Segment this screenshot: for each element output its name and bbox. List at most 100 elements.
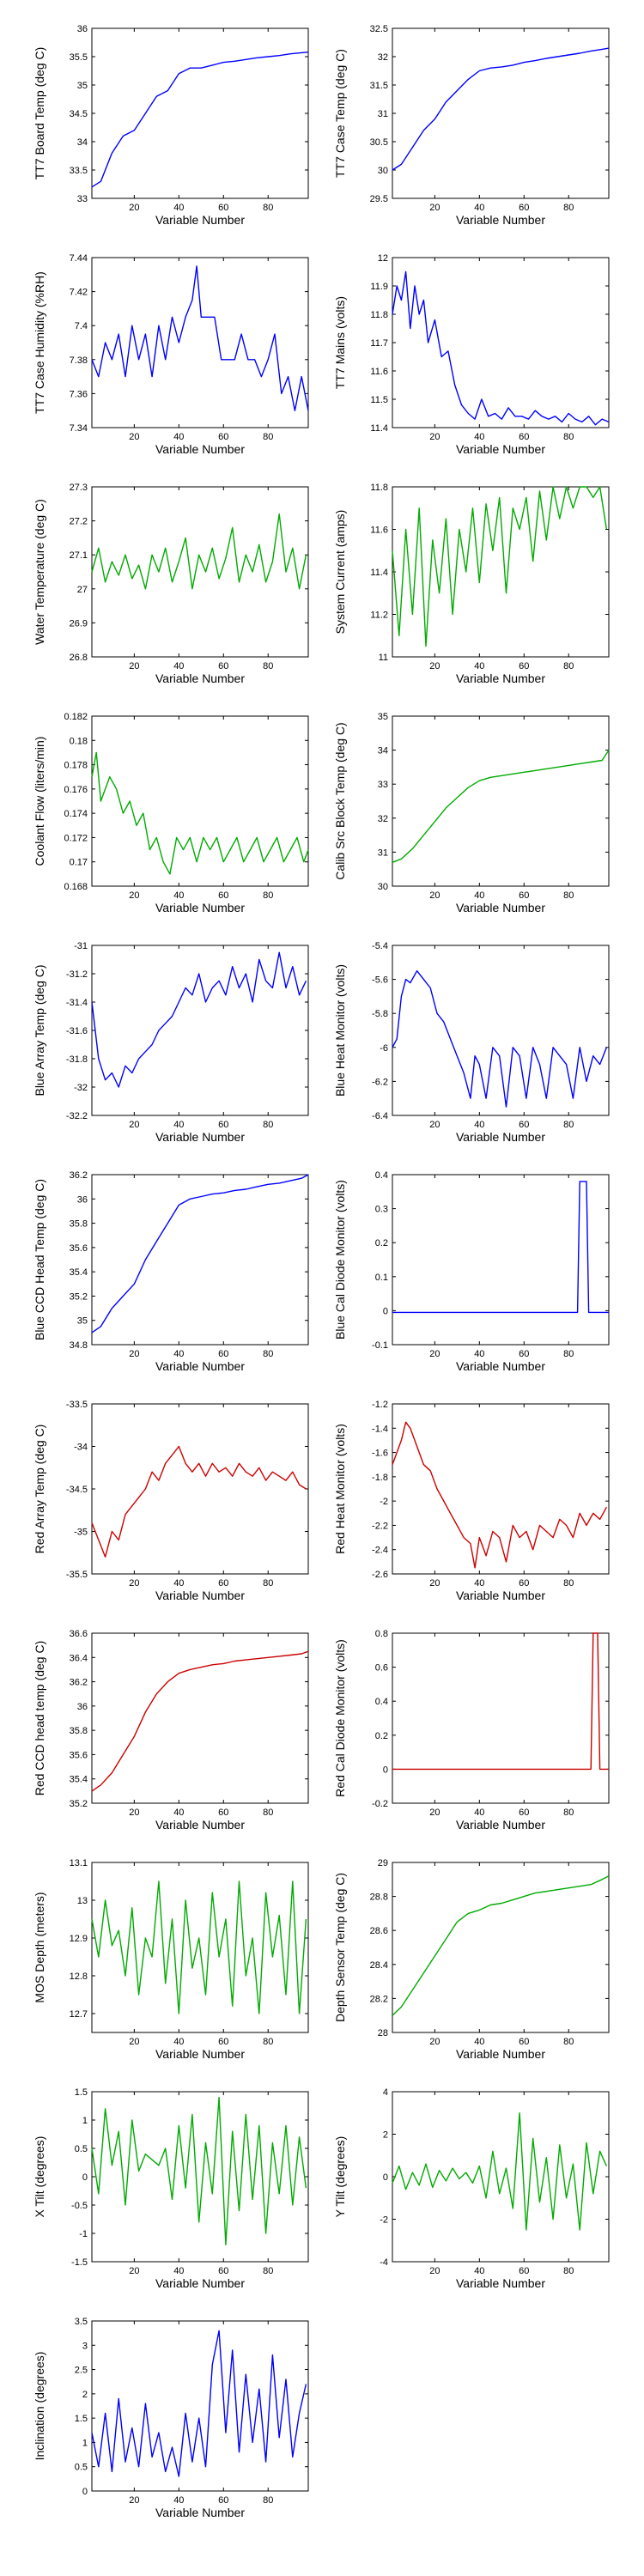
series-line bbox=[91, 1445, 307, 1558]
y-tick-label: -1.2 bbox=[372, 1400, 388, 1410]
x-tick-label: 20 bbox=[129, 1349, 139, 1359]
series-line bbox=[91, 751, 309, 875]
chart-panel-2: 20 40 60 80 29.5 30 30.5 31 31.5 32 32.5 Variable N… bbox=[333, 24, 610, 227]
y-tick-label: 1 bbox=[82, 2116, 88, 2126]
x-tick-label: 80 bbox=[263, 661, 273, 671]
x-tick-label: 40 bbox=[173, 2037, 184, 2047]
x-tick-label: 20 bbox=[429, 1807, 440, 1818]
y-tick-label: -5.6 bbox=[372, 975, 388, 986]
x-tick-label: 80 bbox=[563, 661, 574, 671]
chart-panel-5: 20 40 60 80 26.8 26.9 27 27.1 27.2 27.3 Variable N… bbox=[33, 483, 309, 685]
plot-frame bbox=[91, 715, 309, 887]
x-tick-label: 40 bbox=[474, 432, 484, 442]
y-tick-label: 36.2 bbox=[70, 1678, 88, 1688]
y-tick-label: 33.5 bbox=[70, 166, 88, 176]
y-tick-label: -1.4 bbox=[372, 1424, 388, 1434]
y-axis-label: Red Cal Diode Monitor (volts) bbox=[333, 1639, 347, 1797]
x-tick-label: 40 bbox=[474, 1349, 484, 1359]
y-tick-label: 13.1 bbox=[70, 1858, 88, 1868]
y-tick-label: 11.8 bbox=[370, 483, 388, 493]
y-axis-label: TT7 Mains (volts) bbox=[333, 296, 347, 389]
plot-frame bbox=[91, 1632, 309, 1804]
y-tick-label: 0.2 bbox=[375, 1731, 388, 1741]
x-tick-label: 40 bbox=[474, 203, 484, 213]
y-tick-label: 7.36 bbox=[70, 389, 88, 399]
x-tick-label: 20 bbox=[429, 661, 440, 671]
y-tick-label: 35.4 bbox=[70, 1267, 88, 1278]
chart-panel-12: 20 40 60 80 -0.1 0 0.1 0.2 0.3 0.4 Variable Number… bbox=[333, 1170, 610, 1373]
y-tick-label: 28.2 bbox=[370, 1994, 388, 2004]
series-line bbox=[392, 2112, 608, 2231]
y-tick-label: 32.5 bbox=[370, 24, 388, 34]
y-tick-label: -34 bbox=[74, 1443, 88, 1453]
y-tick-label: 0.172 bbox=[64, 833, 88, 843]
plot-frame bbox=[392, 945, 610, 1116]
series-line bbox=[392, 750, 610, 863]
series-line bbox=[91, 951, 307, 1088]
x-tick-label: 80 bbox=[263, 2266, 273, 2276]
x-axis-label: Variable Number bbox=[456, 1818, 545, 1832]
y-tick-label: 2 bbox=[82, 2390, 88, 2400]
y-tick-label: -31.8 bbox=[66, 1054, 88, 1065]
chart-panel-9: 20 40 60 80 -32.2 -32 -31.8 -31.6 -31.4 -31.2 -31 V… bbox=[33, 941, 309, 1144]
chart-panel-13: 20 40 60 80 -35.5 -35 -34.5 -34 -33.5 Variable Nu… bbox=[33, 1400, 309, 1602]
x-tick-label: 60 bbox=[519, 1807, 529, 1818]
x-tick-label: 80 bbox=[263, 890, 273, 901]
x-tick-label: 60 bbox=[218, 203, 228, 213]
y-tick-label: 34 bbox=[378, 746, 388, 756]
series-line bbox=[91, 1650, 309, 1792]
y-tick-label: 35.2 bbox=[70, 1291, 88, 1302]
x-tick-label: 80 bbox=[563, 1578, 574, 1589]
y-tick-label: 27.1 bbox=[70, 550, 88, 561]
y-tick-label: -5.8 bbox=[372, 1009, 388, 1019]
y-tick-label: -1.5 bbox=[71, 2257, 88, 2268]
x-tick-label: 20 bbox=[129, 2037, 139, 2047]
y-axis-label: Water Temperature (deg C) bbox=[33, 499, 46, 645]
y-tick-label: -2 bbox=[380, 2215, 388, 2226]
y-axis-label: Red Heat Monitor (volts) bbox=[333, 1424, 347, 1554]
y-axis-label: Y Tilt (degrees) bbox=[333, 2136, 347, 2218]
x-tick-label: 80 bbox=[563, 432, 574, 442]
x-tick-label: 40 bbox=[474, 661, 484, 671]
x-tick-label: 60 bbox=[519, 661, 529, 671]
x-tick-label: 60 bbox=[519, 1578, 529, 1589]
x-axis-label: Variable Number bbox=[456, 2276, 545, 2290]
x-axis-label: Variable Number bbox=[456, 213, 545, 227]
chart-panel-7: 20 40 60 80 0.168 0.17 0.172 0.174 0.176 0.178 0.1… bbox=[33, 712, 309, 914]
x-tick-label: 80 bbox=[563, 2266, 574, 2276]
y-tick-label: 31.5 bbox=[370, 81, 388, 91]
series-line bbox=[392, 486, 608, 647]
y-tick-label: 12 bbox=[378, 253, 388, 264]
x-tick-label: 20 bbox=[129, 890, 139, 901]
x-tick-label: 20 bbox=[129, 661, 139, 671]
y-tick-label: 36 bbox=[77, 24, 88, 34]
y-tick-label: 26.9 bbox=[70, 618, 88, 629]
y-tick-label: 36.6 bbox=[70, 1629, 88, 1639]
x-tick-label: 40 bbox=[173, 1120, 184, 1130]
y-tick-label: 0.2 bbox=[375, 1238, 388, 1249]
y-tick-label: 36 bbox=[77, 1702, 88, 1712]
series-line bbox=[392, 1632, 609, 1771]
y-tick-label: 11.5 bbox=[370, 395, 388, 405]
y-tick-label: 0.178 bbox=[64, 761, 88, 771]
plot-frame bbox=[91, 1174, 309, 1346]
y-tick-label: -0.2 bbox=[372, 1799, 388, 1809]
y-tick-label: -1 bbox=[79, 2229, 88, 2239]
y-axis-label: Red CCD head temp (deg C) bbox=[33, 1641, 46, 1796]
y-axis-label: TT7 Case Temp (deg C) bbox=[333, 49, 347, 178]
chart-panel-16: 20 40 60 80 -0.2 0 0.2 0.4 0.6 0.8 Variable Number… bbox=[333, 1629, 610, 1832]
y-tick-label: -2.6 bbox=[372, 1570, 388, 1580]
y-tick-label: 11 bbox=[379, 653, 388, 663]
series-line bbox=[91, 2330, 307, 2477]
x-tick-label: 20 bbox=[129, 2495, 139, 2506]
chart-panel-4: 20 40 60 80 11.4 11.5 11.6 11.7 11.8 11.9 12 Variab… bbox=[333, 253, 610, 456]
x-tick-label: 40 bbox=[474, 890, 484, 901]
plot-frame bbox=[392, 257, 610, 428]
plot-frame bbox=[392, 1862, 610, 2033]
x-tick-label: 60 bbox=[218, 661, 228, 671]
plot-frame bbox=[392, 1174, 610, 1346]
y-tick-label: 0 bbox=[383, 1306, 388, 1316]
chart-panel-19: 20 40 60 80 -1.5 -1 -0.5 0 0.5 1 1.5 Variable Numbe… bbox=[33, 2087, 309, 2290]
x-tick-label: 80 bbox=[263, 1578, 273, 1589]
x-tick-label: 60 bbox=[519, 890, 529, 901]
